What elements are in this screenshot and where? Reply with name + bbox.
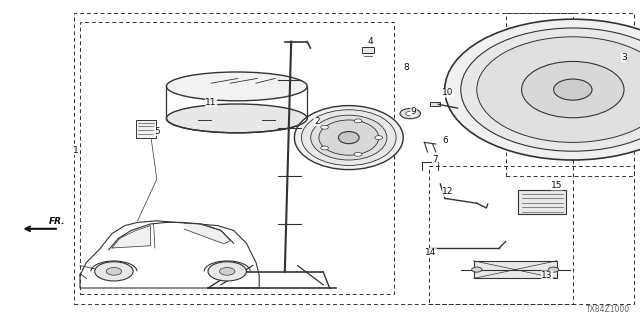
Circle shape: [354, 152, 362, 156]
Text: 14: 14: [425, 248, 436, 257]
Text: 4: 4: [367, 37, 372, 46]
Ellipse shape: [522, 61, 624, 118]
Circle shape: [406, 111, 415, 116]
Ellipse shape: [461, 28, 640, 151]
Text: 5: 5: [154, 127, 159, 136]
Text: 3: 3: [621, 53, 627, 62]
Bar: [518, 190, 566, 214]
Text: 11: 11: [205, 98, 217, 107]
Ellipse shape: [311, 115, 387, 160]
Bar: [362, 47, 374, 53]
Circle shape: [321, 125, 328, 129]
Text: 10: 10: [442, 88, 454, 97]
Circle shape: [354, 119, 362, 123]
Circle shape: [400, 108, 420, 119]
Circle shape: [472, 267, 482, 272]
Circle shape: [106, 268, 122, 275]
Bar: [430, 102, 440, 106]
Ellipse shape: [339, 132, 359, 144]
Bar: [506, 13, 634, 176]
Ellipse shape: [477, 37, 640, 142]
Bar: [474, 261, 557, 278]
Bar: [74, 13, 573, 304]
Text: 1: 1: [73, 146, 78, 155]
Text: 15: 15: [551, 181, 563, 190]
Bar: [80, 22, 394, 294]
Text: 12: 12: [442, 188, 454, 196]
Ellipse shape: [445, 19, 640, 160]
Text: 6: 6: [442, 136, 447, 145]
Circle shape: [548, 267, 559, 272]
Text: 2: 2: [314, 117, 319, 126]
Circle shape: [208, 262, 246, 281]
Circle shape: [375, 136, 383, 140]
Text: 7: 7: [433, 156, 438, 164]
Circle shape: [220, 268, 235, 275]
Polygon shape: [112, 226, 150, 248]
Circle shape: [321, 146, 328, 150]
Ellipse shape: [301, 110, 396, 165]
Ellipse shape: [554, 79, 592, 100]
Text: FR.: FR.: [49, 217, 66, 226]
Ellipse shape: [319, 120, 379, 155]
Ellipse shape: [166, 104, 307, 133]
Ellipse shape: [166, 72, 307, 101]
Bar: [136, 120, 156, 138]
Text: 9: 9: [411, 108, 416, 116]
Text: 8: 8: [404, 63, 409, 72]
Text: TX84Z1000: TX84Z1000: [586, 305, 630, 314]
Text: 13: 13: [541, 271, 553, 280]
Ellipse shape: [294, 106, 403, 170]
Circle shape: [95, 262, 133, 281]
Bar: [429, 166, 634, 304]
Polygon shape: [184, 223, 230, 244]
